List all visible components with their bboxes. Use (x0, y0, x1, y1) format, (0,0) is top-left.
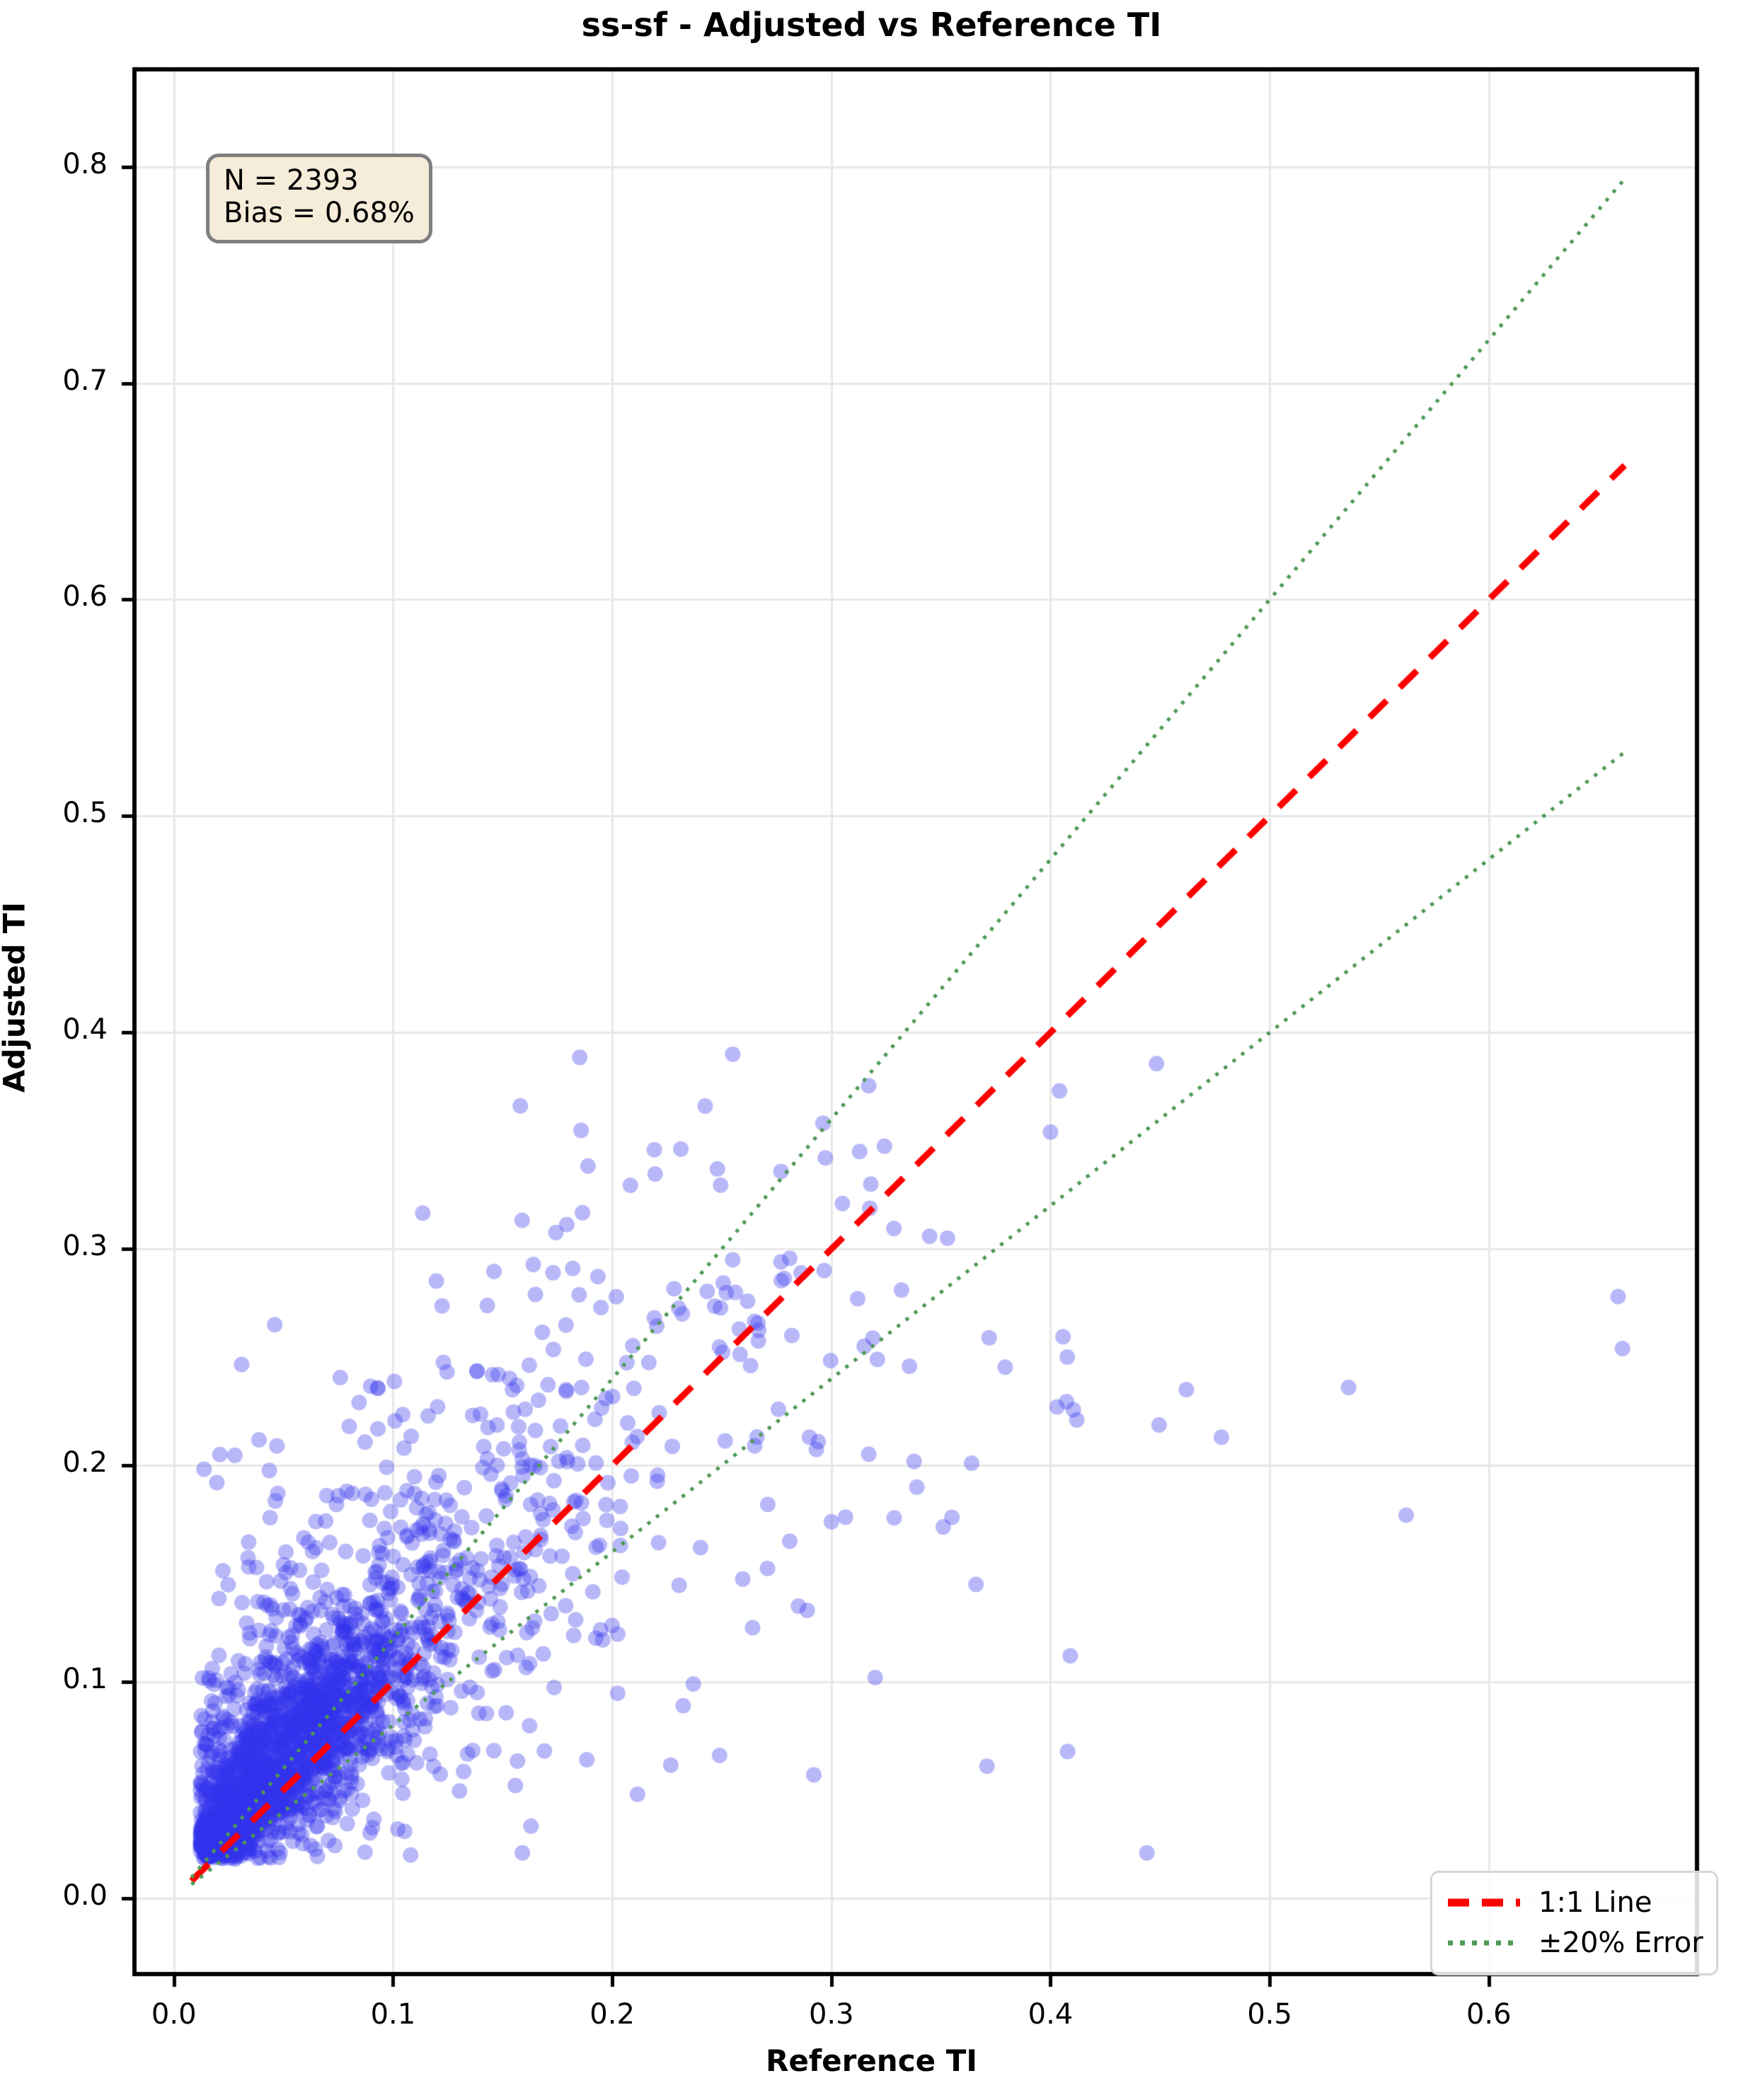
stats-bias-label: Bias = 0.68% (224, 197, 415, 230)
x-tick-label: 0.2 (589, 1998, 635, 2031)
legend-label-error-band: ±20% Error (1538, 1926, 1703, 1959)
x-tick-label: 0.0 (151, 1998, 197, 2031)
legend: 1:1 Line ±20% Error (1430, 1871, 1718, 1975)
y-axis-title: Adjusted TI (0, 901, 32, 1093)
y-tick-label: 0.4 (62, 1013, 108, 1046)
y-tick-label: 0.0 (62, 1879, 108, 1912)
y-tick-label: 0.7 (62, 364, 108, 397)
y-tick-label: 0.8 (62, 147, 108, 180)
legend-label-one-to-one: 1:1 Line (1538, 1886, 1652, 1919)
y-tick-label: 0.2 (62, 1446, 108, 1479)
x-tick-label: 0.4 (1028, 1998, 1074, 2031)
y-tick-label: 0.6 (62, 580, 108, 613)
dotted-line-icon (1445, 1929, 1523, 1957)
y-tick-label: 0.5 (62, 797, 108, 830)
x-tick-label: 0.1 (370, 1998, 416, 2031)
stats-n-label: N = 2393 (224, 164, 359, 197)
x-tick-label: 0.5 (1247, 1998, 1292, 2031)
x-tick-label: 0.3 (808, 1998, 854, 2031)
legend-item-one-to-one: 1:1 Line (1445, 1882, 1703, 1922)
stats-annotation-box: N = 2393 Bias = 0.68% (206, 154, 432, 243)
x-tick-label: 0.6 (1466, 1998, 1512, 2031)
y-tick-label: 0.1 (62, 1663, 108, 1696)
y-tick-label: 0.3 (62, 1230, 108, 1263)
dashed-line-icon (1445, 1888, 1523, 1917)
x-axis-title: Reference TI (766, 2043, 977, 2078)
legend-item-error-band: ±20% Error (1445, 1922, 1703, 1963)
